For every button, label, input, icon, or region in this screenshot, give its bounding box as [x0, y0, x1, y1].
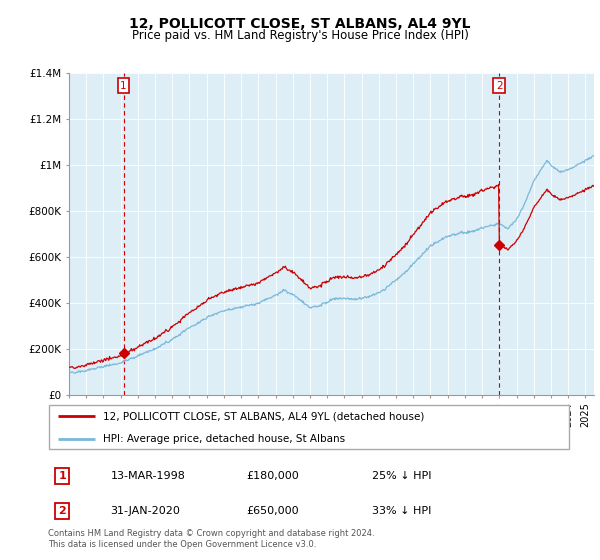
Text: 12, POLLICOTT CLOSE, ST ALBANS, AL4 9YL (detached house): 12, POLLICOTT CLOSE, ST ALBANS, AL4 9YL …: [103, 411, 424, 421]
Text: 1: 1: [58, 471, 66, 481]
Text: 2: 2: [496, 81, 503, 91]
FancyBboxPatch shape: [49, 405, 569, 449]
Text: Contains HM Land Registry data © Crown copyright and database right 2024.
This d: Contains HM Land Registry data © Crown c…: [48, 529, 374, 549]
Text: 33% ↓ HPI: 33% ↓ HPI: [371, 506, 431, 516]
Text: 2: 2: [58, 506, 66, 516]
Text: 13-MAR-1998: 13-MAR-1998: [110, 471, 185, 481]
Text: Price paid vs. HM Land Registry's House Price Index (HPI): Price paid vs. HM Land Registry's House …: [131, 29, 469, 42]
Text: 1: 1: [120, 81, 127, 91]
Text: 31-JAN-2020: 31-JAN-2020: [110, 506, 181, 516]
Text: £180,000: £180,000: [247, 471, 299, 481]
Text: 25% ↓ HPI: 25% ↓ HPI: [371, 471, 431, 481]
Text: HPI: Average price, detached house, St Albans: HPI: Average price, detached house, St A…: [103, 434, 345, 444]
Text: £650,000: £650,000: [247, 506, 299, 516]
Text: 12, POLLICOTT CLOSE, ST ALBANS, AL4 9YL: 12, POLLICOTT CLOSE, ST ALBANS, AL4 9YL: [129, 17, 471, 31]
